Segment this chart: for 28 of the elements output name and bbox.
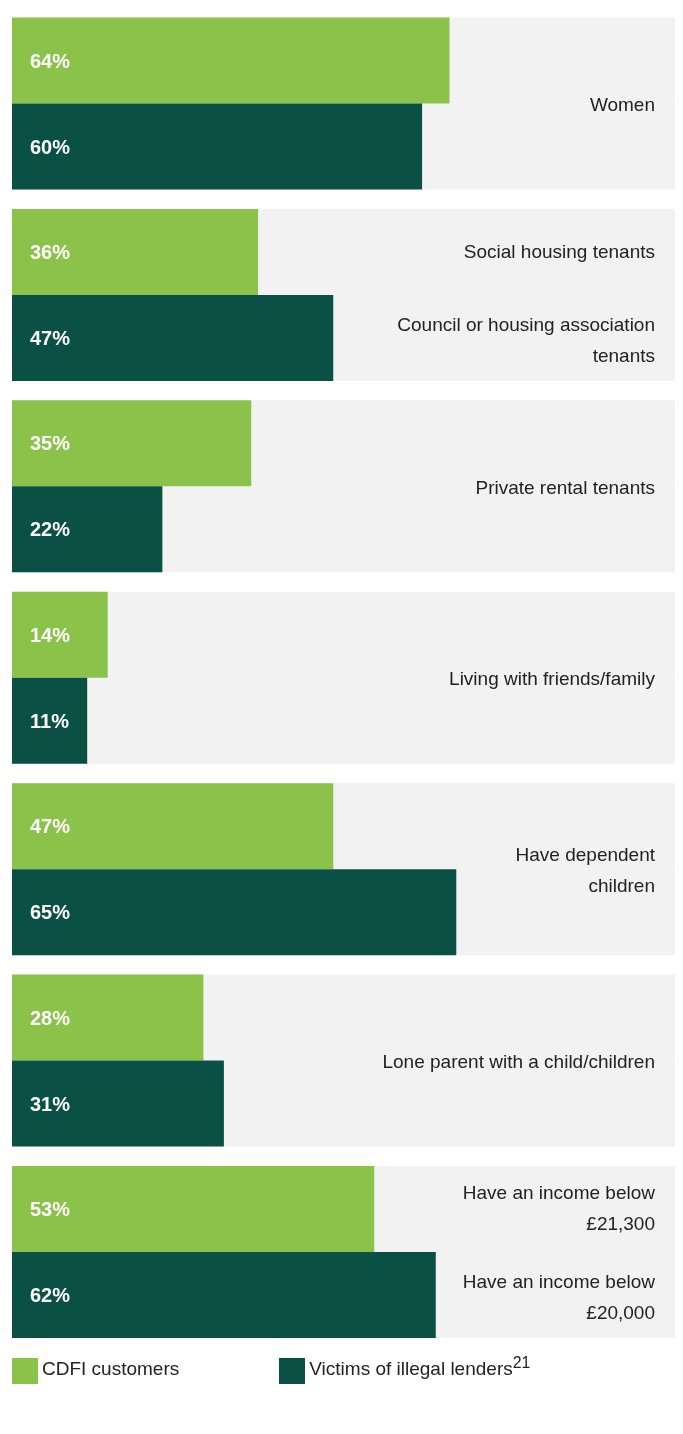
data-label: 14% [30, 623, 71, 646]
y-tick-label: Living with friends/family [449, 667, 656, 689]
y-tick-label: Have an income below £21,300 [462, 1181, 656, 1234]
data-label: 65% [30, 901, 71, 924]
data-label: 35% [30, 432, 71, 455]
bar [12, 677, 88, 764]
data-label: 28% [30, 1006, 71, 1029]
annotation: Have an income below £20,000 [462, 1270, 656, 1323]
y-tick-label: Private rental tenants [475, 476, 655, 498]
y-tick-label: Have dependent children [515, 843, 656, 896]
data-label: 36% [30, 241, 71, 264]
data-label: 47% [30, 327, 71, 350]
legend-label: CDFI customers [42, 1358, 180, 1380]
data-label: 22% [30, 518, 71, 541]
data-label: 62% [30, 1284, 71, 1307]
data-label: 60% [30, 135, 71, 158]
bar [12, 591, 108, 678]
data-label: 53% [30, 1198, 71, 1221]
data-label: 47% [30, 815, 71, 838]
y-tick-label: Lone parent with a child/children [382, 1050, 655, 1072]
y-tick-label: Women [589, 93, 655, 115]
data-label: 64% [30, 49, 71, 72]
legend-label: Victims of illegal lenders$^{21}$ [309, 1353, 531, 1380]
data-label: 31% [30, 1092, 71, 1115]
y-tick-label: Social housing tenants [463, 240, 655, 262]
data-label: 11% [30, 709, 70, 732]
bar [12, 486, 163, 573]
annotation: Council or housing association tenants [397, 313, 655, 366]
